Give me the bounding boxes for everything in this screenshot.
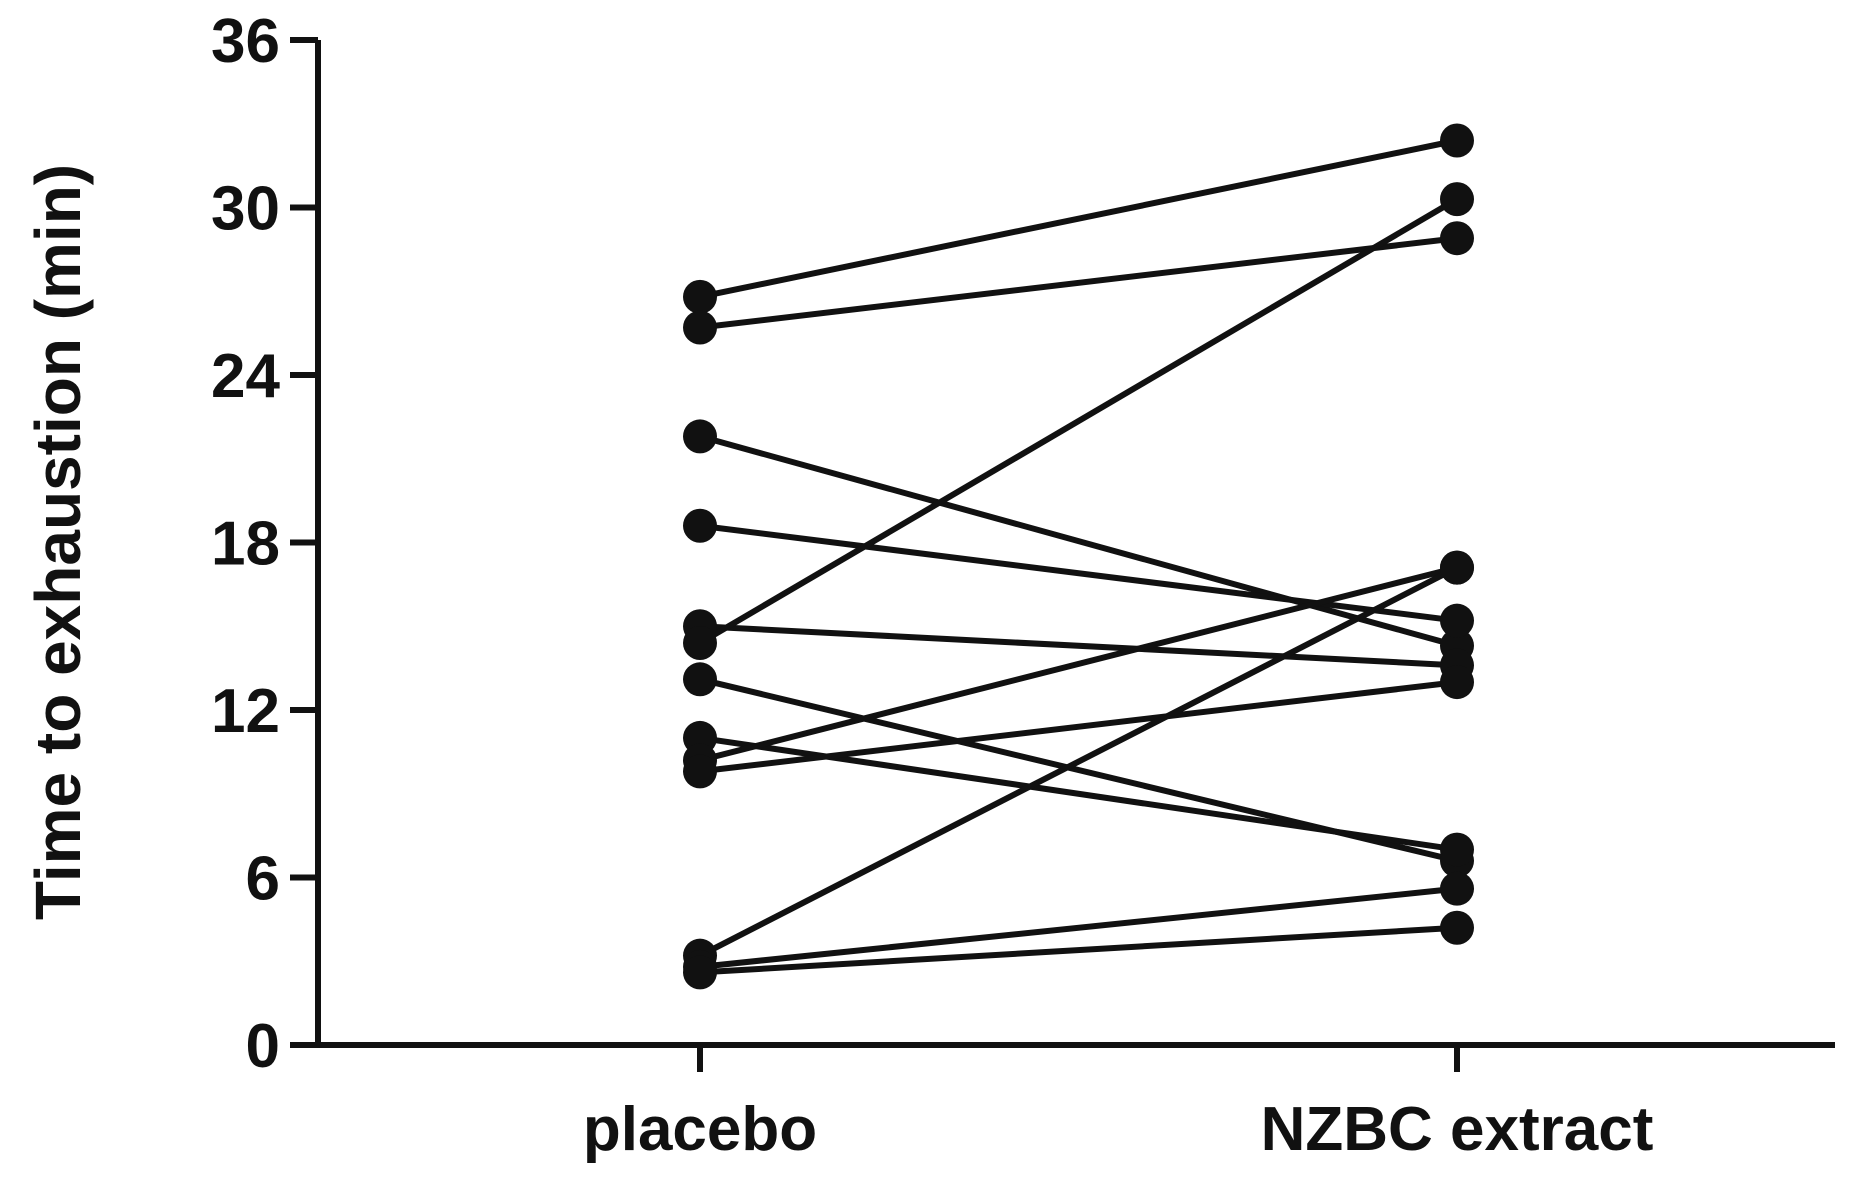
series-line-3 <box>699 433 1458 649</box>
y-tick-label: 36 <box>211 7 280 76</box>
data-point-4-1 <box>683 508 717 543</box>
y-tick-label: 18 <box>211 510 280 579</box>
data-point-4-2 <box>1440 603 1474 638</box>
data-point-13-2 <box>1440 910 1474 945</box>
data-point-8-2 <box>1440 832 1474 867</box>
series-line-5 <box>699 623 1458 669</box>
series-line-11 <box>698 564 1459 959</box>
data-point-11-2 <box>1440 550 1474 585</box>
series-line-10 <box>699 679 1458 775</box>
series-line-13 <box>699 924 1458 976</box>
series-line-8 <box>699 734 1458 853</box>
series-line-9 <box>699 564 1458 764</box>
x-tick-label: NZBC extract <box>1261 1095 1654 1164</box>
data-point-2-1 <box>683 310 717 345</box>
data-point-3-1 <box>683 419 717 454</box>
data-point-13-1 <box>683 955 717 990</box>
y-tick-label: 6 <box>246 845 280 914</box>
x-ticks: placebo NZBC extract <box>583 1045 1654 1164</box>
data-point-7-1 <box>683 662 717 697</box>
series-lines <box>698 137 1459 976</box>
data-point-2-2 <box>1440 221 1474 256</box>
y-axis-label: Time to exhaustion (min) <box>22 164 94 920</box>
x-tick-label: placebo <box>583 1095 817 1164</box>
y-tick-label: 30 <box>211 175 280 244</box>
series-line-1 <box>699 137 1458 300</box>
data-point-10-1 <box>683 754 717 789</box>
data-point-1-1 <box>683 279 717 314</box>
series-line-4 <box>699 522 1458 624</box>
y-ticks: 0 6 12 18 24 30 36 <box>211 7 318 1081</box>
y-tick-label: 12 <box>211 677 280 746</box>
series-line-2 <box>699 235 1458 331</box>
data-point-10-2 <box>1440 665 1474 700</box>
y-tick-label: 24 <box>211 342 280 411</box>
series-line-6 <box>698 196 1459 646</box>
data-point-6-1 <box>683 626 717 660</box>
series-points <box>683 123 1474 990</box>
data-point-1-2 <box>1440 123 1474 158</box>
data-point-12-2 <box>1440 871 1474 906</box>
y-tick-label: 0 <box>246 1012 280 1081</box>
data-point-6-2 <box>1440 182 1474 217</box>
series-line-12 <box>699 885 1458 970</box>
